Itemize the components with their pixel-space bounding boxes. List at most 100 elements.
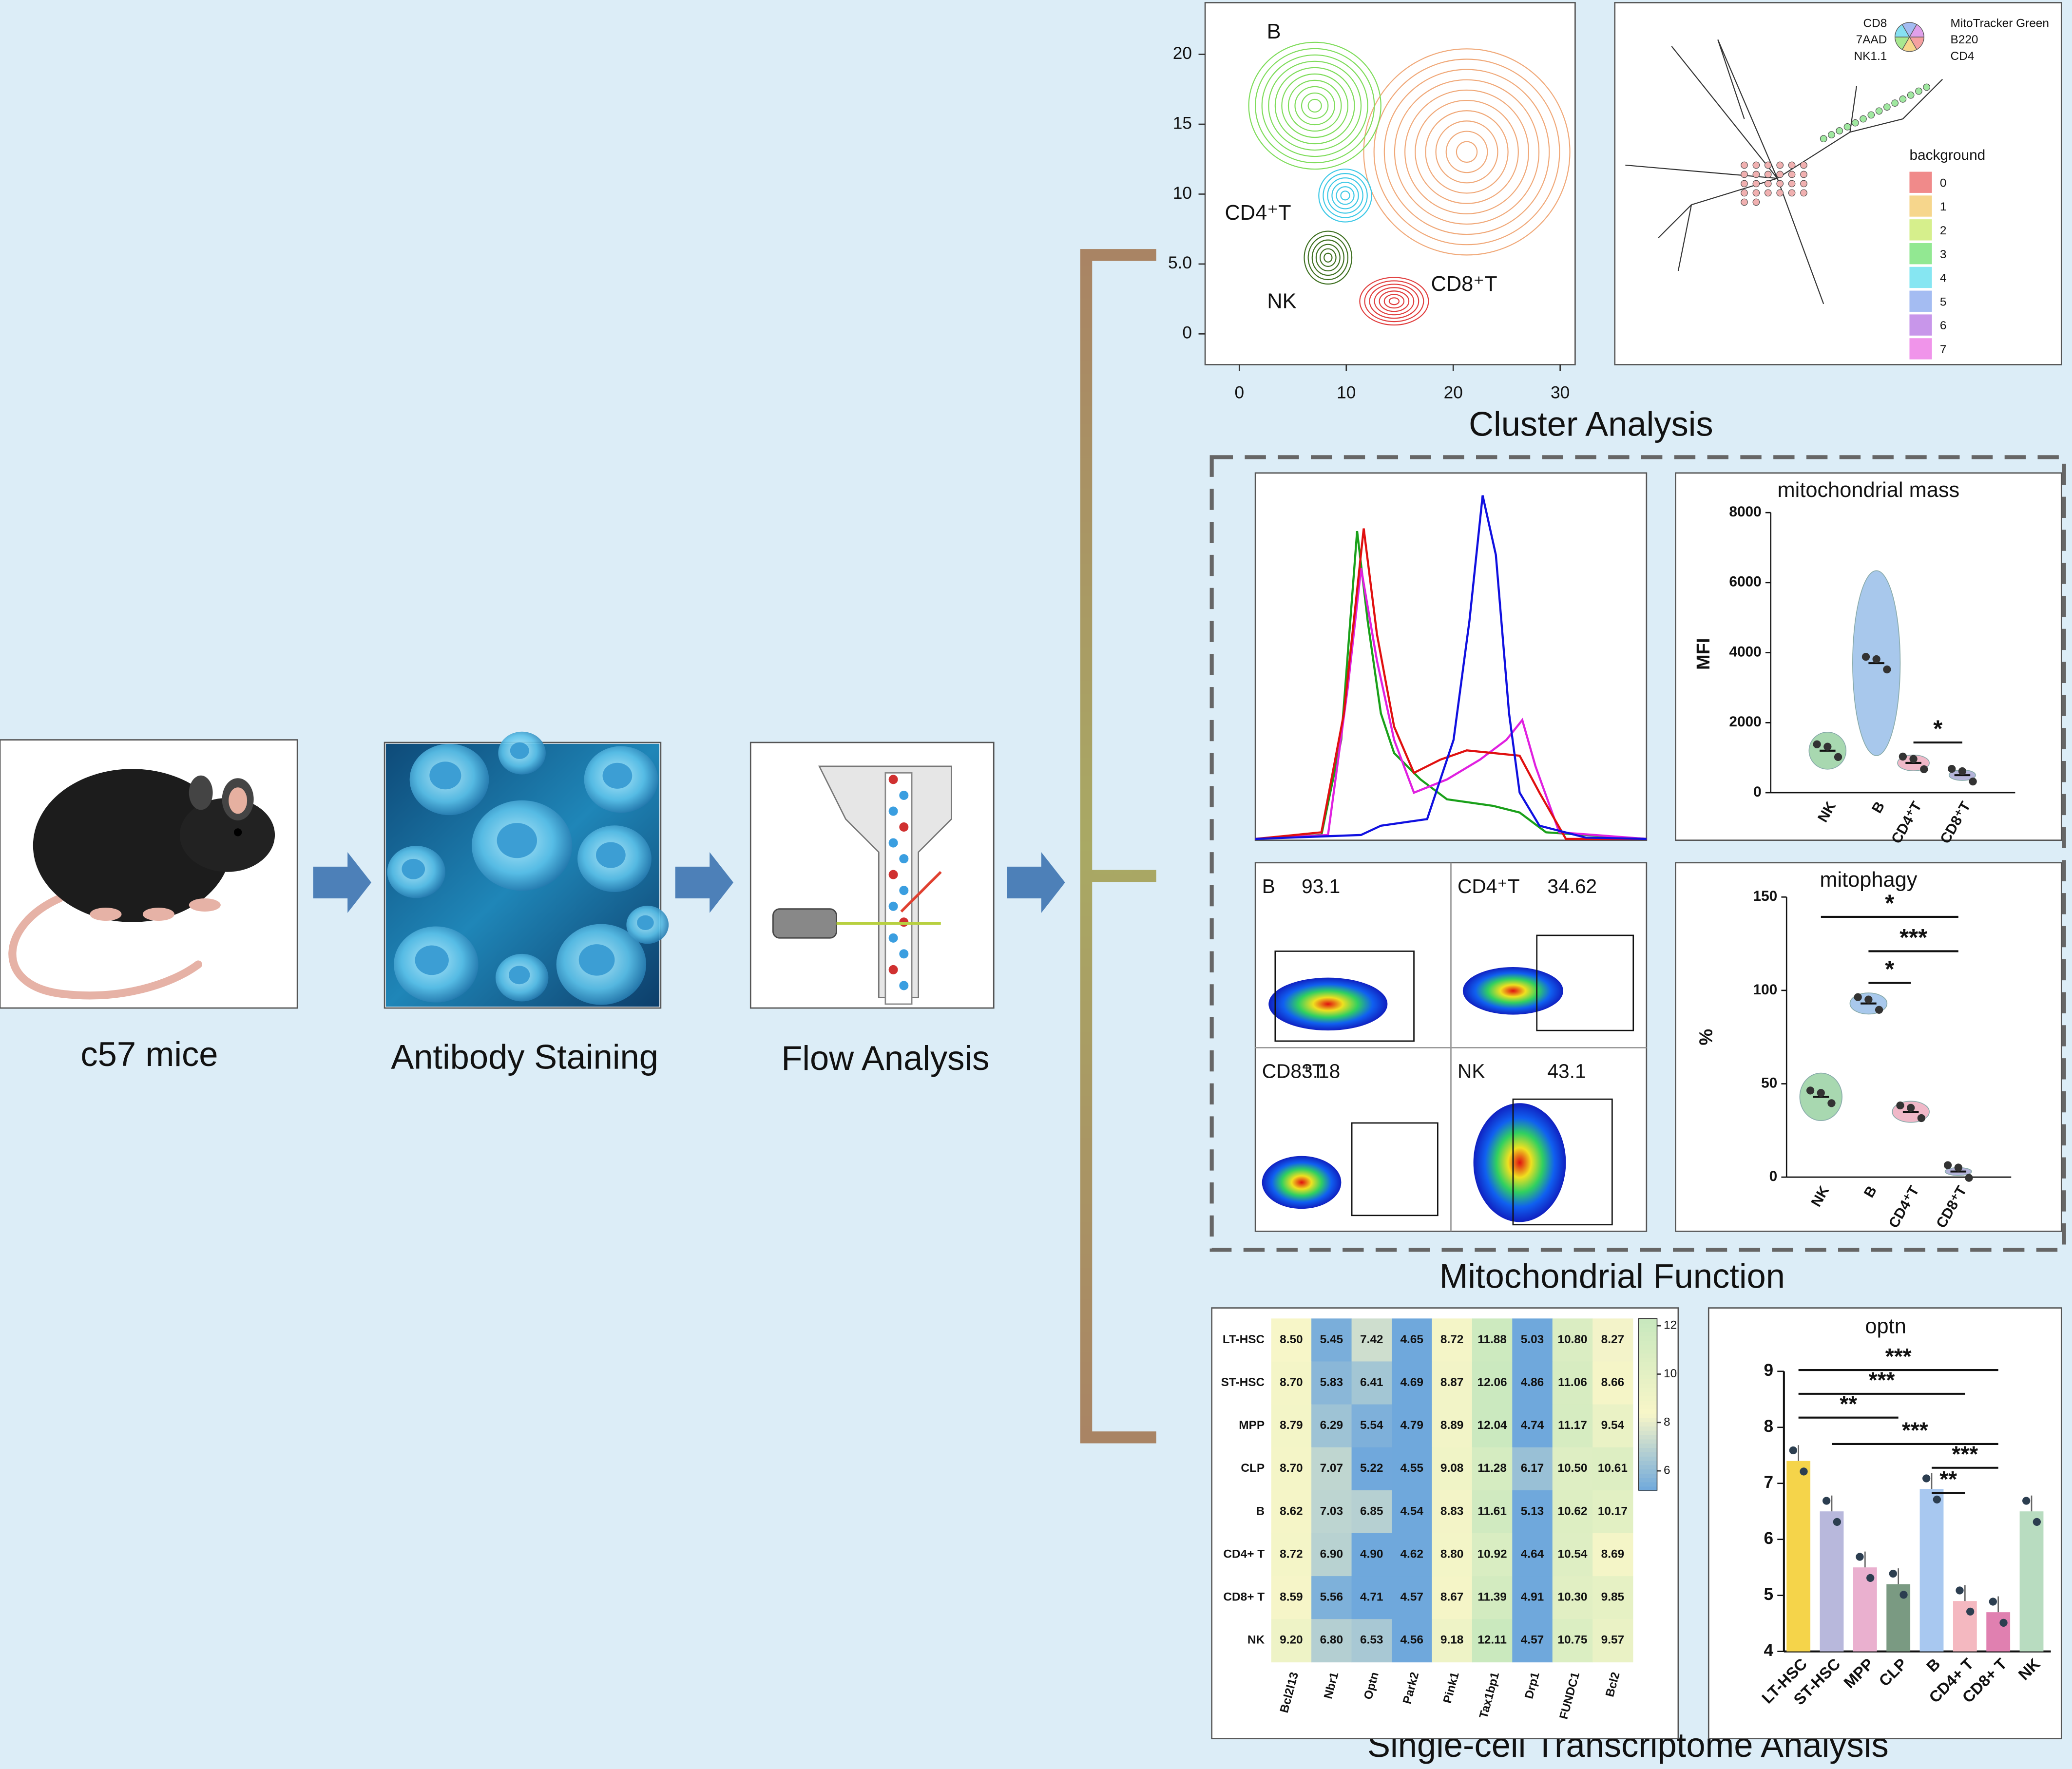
density-blob	[1268, 977, 1388, 1031]
flow-cell	[899, 949, 909, 959]
gate-value: 43.1	[1547, 1060, 1586, 1083]
heat-cell	[1592, 1318, 1633, 1362]
cell-value: 10.92	[1477, 1547, 1507, 1560]
legend-title: background	[1909, 147, 1985, 163]
tree-node	[1741, 180, 1748, 188]
cell-value: 10.30	[1557, 1591, 1587, 1604]
flow-cell	[888, 775, 898, 784]
colorbar-step	[1638, 1327, 1657, 1332]
heat-cell	[1311, 1404, 1352, 1448]
gate-value: 93.1	[1302, 875, 1340, 897]
arrow	[313, 852, 372, 913]
heat-cell	[1271, 1490, 1312, 1534]
heat-cell	[1271, 1361, 1312, 1405]
colorbar-step	[1638, 1430, 1657, 1435]
significance-label: ***	[1869, 1368, 1895, 1393]
laser	[772, 908, 837, 939]
cell-value: 10.75	[1557, 1634, 1587, 1647]
cell-value: 4.64	[1521, 1547, 1544, 1560]
cell-value: 8.59	[1280, 1591, 1303, 1604]
step-label: Flow Analysis	[781, 1039, 989, 1077]
heat-cell	[1391, 1490, 1433, 1534]
tree-node	[1788, 161, 1796, 169]
flow-cell	[899, 822, 909, 832]
nucleus	[510, 742, 529, 759]
point	[1958, 767, 1967, 776]
legend-swatch	[1909, 171, 1932, 193]
gate	[1536, 934, 1634, 1031]
cell-value: 6.17	[1521, 1462, 1544, 1475]
colorbar-step	[1638, 1413, 1657, 1418]
heat-cell	[1472, 1318, 1513, 1362]
significance-label: ***	[1899, 925, 1927, 951]
significance-label: *	[1885, 956, 1894, 983]
heat-cell	[1552, 1533, 1593, 1577]
colorbar-label: 10	[1664, 1367, 1677, 1380]
tree-edge	[1625, 164, 1778, 179]
contour	[1435, 120, 1498, 184]
heat-cell	[1592, 1404, 1633, 1448]
heat-cell	[1512, 1490, 1553, 1534]
marker-label: MitoTracker Green	[1951, 17, 2049, 30]
cell-value: 10.50	[1557, 1462, 1587, 1475]
heat-cell	[1592, 1533, 1633, 1577]
contour	[1388, 297, 1400, 305]
point	[1917, 1114, 1925, 1122]
y-tick-label: 4	[1764, 1641, 1774, 1660]
arrow	[675, 852, 734, 913]
gate	[1274, 951, 1415, 1042]
chart-title: mitophagy	[1820, 868, 1917, 892]
gate-name: B	[1262, 875, 1275, 897]
colorbar-step	[1638, 1408, 1657, 1414]
row-label: NK	[1247, 1634, 1265, 1647]
point	[1817, 1089, 1825, 1097]
contour	[1456, 141, 1478, 163]
point	[1861, 652, 1870, 661]
colorbar-step	[1638, 1370, 1657, 1375]
point	[1907, 1103, 1915, 1112]
tree-node	[1891, 99, 1899, 107]
bar	[1820, 1511, 1844, 1652]
tree-node	[1800, 180, 1807, 188]
colorbar-step	[1638, 1357, 1657, 1362]
nucleus	[602, 762, 633, 789]
heat-cell	[1391, 1533, 1433, 1577]
cell-value: 4.56	[1400, 1634, 1423, 1647]
point	[1909, 755, 1918, 763]
point	[2033, 1518, 2041, 1526]
cell-value: 9.54	[1601, 1419, 1625, 1432]
tree-edge	[1850, 118, 1903, 133]
cell-value: 8.70	[1280, 1376, 1303, 1389]
colorbar-step	[1638, 1439, 1657, 1444]
heat-cell	[1311, 1318, 1352, 1362]
contour	[1274, 67, 1355, 145]
heat-cell	[1432, 1361, 1473, 1405]
cell-value: 4.71	[1360, 1591, 1383, 1604]
point	[1966, 1607, 1975, 1616]
heat-cell	[1271, 1404, 1312, 1448]
y-tick-label: 15	[1173, 114, 1192, 133]
colorbar-step	[1638, 1421, 1657, 1427]
gate	[1351, 1122, 1439, 1217]
y-tick-label: 5.0	[1168, 253, 1192, 272]
contour	[1383, 69, 1550, 235]
cell-value: 4.62	[1400, 1547, 1423, 1560]
point	[1827, 1099, 1836, 1107]
colorbar-step	[1638, 1451, 1657, 1457]
marker-label: CD8	[1863, 17, 1887, 30]
colorbar-step	[1638, 1323, 1657, 1328]
flow-cell	[888, 933, 898, 943]
cell-value: 10.54	[1557, 1547, 1587, 1560]
y-tick-label: 6000	[1729, 574, 1761, 590]
colorbar-frame	[1638, 1318, 1658, 1491]
tree-edge	[1777, 178, 1824, 304]
panel	[1254, 472, 1648, 841]
colorbar-step	[1638, 1391, 1657, 1397]
cell-value: 10.80	[1557, 1333, 1587, 1346]
tree-node	[1764, 161, 1772, 169]
heat-cell	[1391, 1576, 1433, 1620]
tree-node	[1867, 111, 1875, 119]
flow-cell	[899, 886, 909, 895]
cell-value: 7.42	[1360, 1333, 1383, 1346]
tree-edge	[1902, 78, 1943, 119]
